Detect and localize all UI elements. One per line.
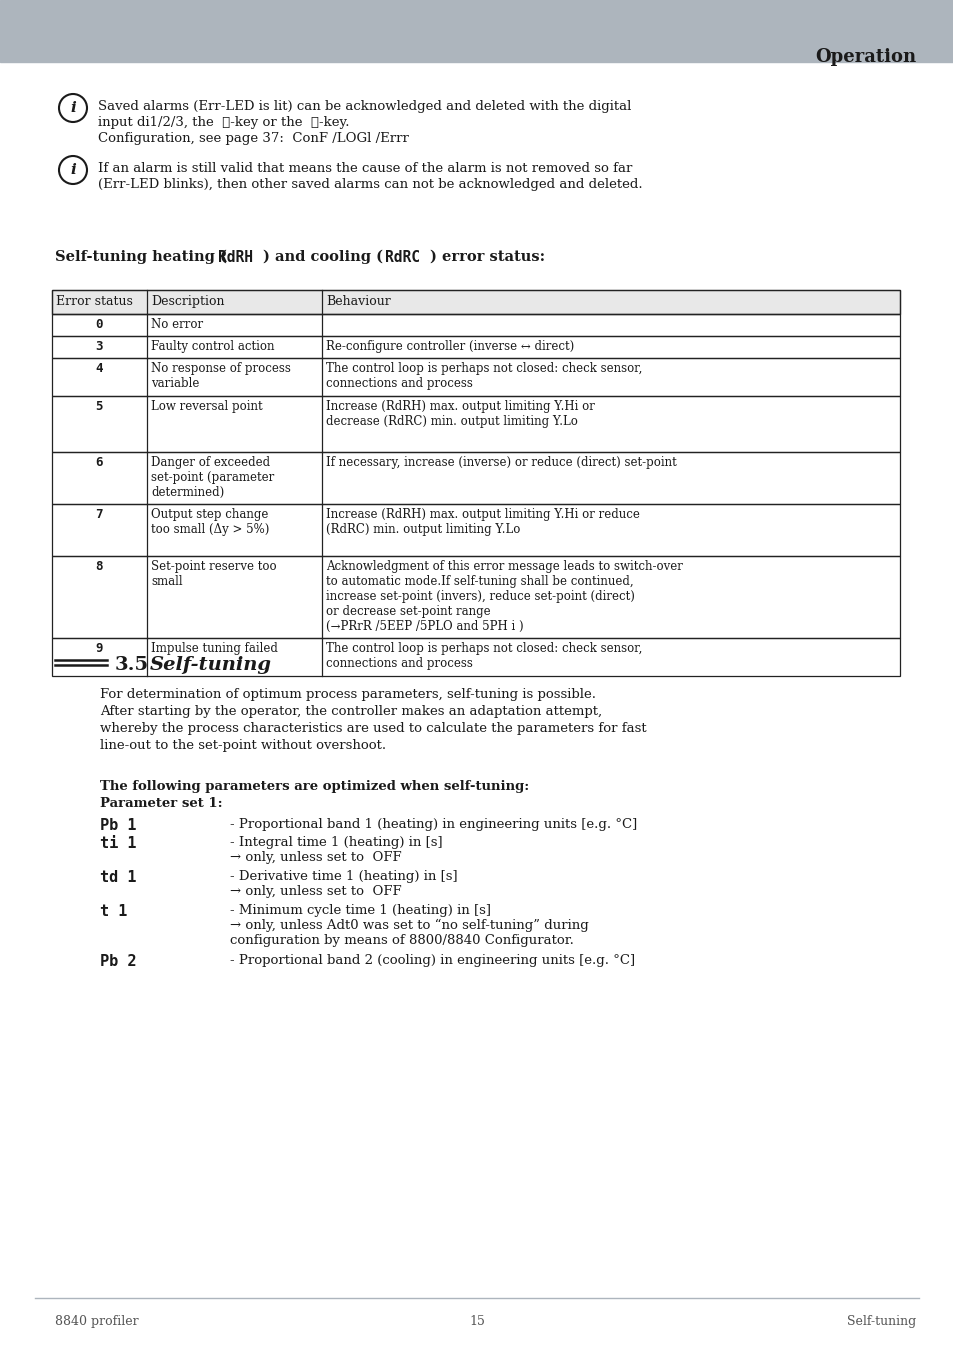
Text: Behaviour: Behaviour [326,295,391,308]
Text: No response of process
variable: No response of process variable [151,362,291,390]
Text: Impulse tuning failed: Impulse tuning failed [151,642,277,655]
Text: 7: 7 [95,508,103,521]
Bar [52,453,899,504]
Text: Faulty control action: Faulty control action [151,340,274,353]
Text: Self-tuning heating (: Self-tuning heating ( [55,250,227,265]
Text: Saved alarms (Err-LED is lit) can be acknowledged and deleted with the digital: Saved alarms (Err-LED is lit) can be ack… [98,100,631,113]
Text: → only, unless set to  OFF: → only, unless set to OFF [230,885,401,898]
Text: Pb 2: Pb 2 [100,954,136,969]
Bar [52,358,899,396]
Text: Operation: Operation [814,49,915,66]
Text: (Err-LED blinks), then other saved alarms can not be acknowledged and deleted.: (Err-LED blinks), then other saved alarm… [98,178,642,190]
Text: 3: 3 [95,340,103,353]
Text: Error status: Error status [56,295,132,308]
Text: Danger of exceeded
set-point (parameter
determined): Danger of exceeded set-point (parameter … [151,457,274,499]
Text: Pb 1: Pb 1 [100,817,136,834]
Bar [52,290,899,313]
Text: Re-configure controller (inverse ↔ direct): Re-configure controller (inverse ↔ direc… [326,340,574,353]
Text: Set-point reserve too
small: Set-point reserve too small [151,561,276,588]
Text: → only, unless set to  OFF: → only, unless set to OFF [230,851,401,865]
Text: The control loop is perhaps not closed: check sensor,
connections and process: The control loop is perhaps not closed: … [326,362,641,390]
Text: After starting by the operator, the controller makes an adaptation attempt,: After starting by the operator, the cont… [100,705,601,717]
Text: - Proportional band 2 (cooling) in engineering units [e.g. °C]: - Proportional band 2 (cooling) in engin… [230,954,635,967]
Text: - Derivative time 1 (heating) in [s]: - Derivative time 1 (heating) in [s] [230,870,457,884]
Text: Parameter set 1:: Parameter set 1: [100,797,222,811]
Text: - Minimum cycle time 1 (heating) in [s]: - Minimum cycle time 1 (heating) in [s] [230,904,491,917]
Text: configuration by means of 8800/8840 Configurator.: configuration by means of 8800/8840 Conf… [230,934,574,947]
Text: line-out to the set-point without overshoot.: line-out to the set-point without oversh… [100,739,386,753]
Text: The following parameters are optimized when self-tuning:: The following parameters are optimized w… [100,780,529,793]
Bar [52,638,899,676]
Text: i: i [71,163,76,177]
Text: → only, unless Adt0 was set to “no self-tuning” during: → only, unless Adt0 was set to “no self-… [230,919,588,932]
Text: Acknowledgment of this error message leads to switch-over
to automatic mode.If s: Acknowledgment of this error message lea… [326,561,682,634]
Text: 5: 5 [95,400,103,413]
Text: ti 1: ti 1 [100,836,136,851]
Bar [52,336,899,358]
Text: RdRH: RdRH [218,250,253,265]
Text: Self-tuning: Self-tuning [150,657,272,674]
Text: 8: 8 [95,561,103,573]
Text: t 1: t 1 [100,904,128,919]
Text: If necessary, increase (inverse) or reduce (direct) set-point: If necessary, increase (inverse) or redu… [326,457,676,469]
Text: Output step change
too small (Δy > 5%): Output step change too small (Δy > 5%) [151,508,269,536]
Text: 6: 6 [95,457,103,469]
Text: 9: 9 [95,642,103,655]
Text: Self-tuning: Self-tuning [846,1315,915,1328]
Bar [52,504,899,557]
Bar [52,396,899,453]
Text: 3.5: 3.5 [115,657,149,674]
Text: whereby the process characteristics are used to calculate the parameters for fas: whereby the process characteristics are … [100,721,646,735]
Text: ) error status:: ) error status: [430,250,544,263]
Text: Description: Description [151,295,224,308]
Text: Increase (RdRH) max. output limiting Y.Hi or
decrease (RdRC) min. output limitin: Increase (RdRH) max. output limiting Y.H… [326,400,595,428]
Bar [52,557,899,638]
Text: 15: 15 [469,1315,484,1328]
Text: i: i [71,101,76,115]
Text: Increase (RdRH) max. output limiting Y.Hi or reduce
(RdRC) min. output limiting : Increase (RdRH) max. output limiting Y.H… [326,508,639,536]
Text: - Proportional band 1 (heating) in engineering units [e.g. °C]: - Proportional band 1 (heating) in engin… [230,817,637,831]
Text: 0: 0 [95,317,103,331]
Text: ) and cooling (: ) and cooling ( [263,250,382,265]
Text: Low reversal point: Low reversal point [151,400,262,413]
Text: - Integral time 1 (heating) in [s]: - Integral time 1 (heating) in [s] [230,836,442,848]
Text: For determination of optimum process parameters, self-tuning is possible.: For determination of optimum process par… [100,688,596,701]
Text: No error: No error [151,317,203,331]
Text: Configuration, see page 37:  ConF /LOGl /Errr: Configuration, see page 37: ConF /LOGl /… [98,132,409,145]
Text: 8840 profiler: 8840 profiler [55,1315,138,1328]
Bar [0,0,953,62]
Bar [52,313,899,336]
Text: RdRC: RdRC [385,250,419,265]
Text: The control loop is perhaps not closed: check sensor,
connections and process: The control loop is perhaps not closed: … [326,642,641,670]
Text: input di1/2/3, the  Ⓕ-key or the  ⎙-key.: input di1/2/3, the Ⓕ-key or the ⎙-key. [98,116,349,128]
Bar [52,290,899,313]
Text: 4: 4 [95,362,103,376]
Text: td 1: td 1 [100,870,136,885]
Text: If an alarm is still valid that means the cause of the alarm is not removed so f: If an alarm is still valid that means th… [98,162,632,176]
